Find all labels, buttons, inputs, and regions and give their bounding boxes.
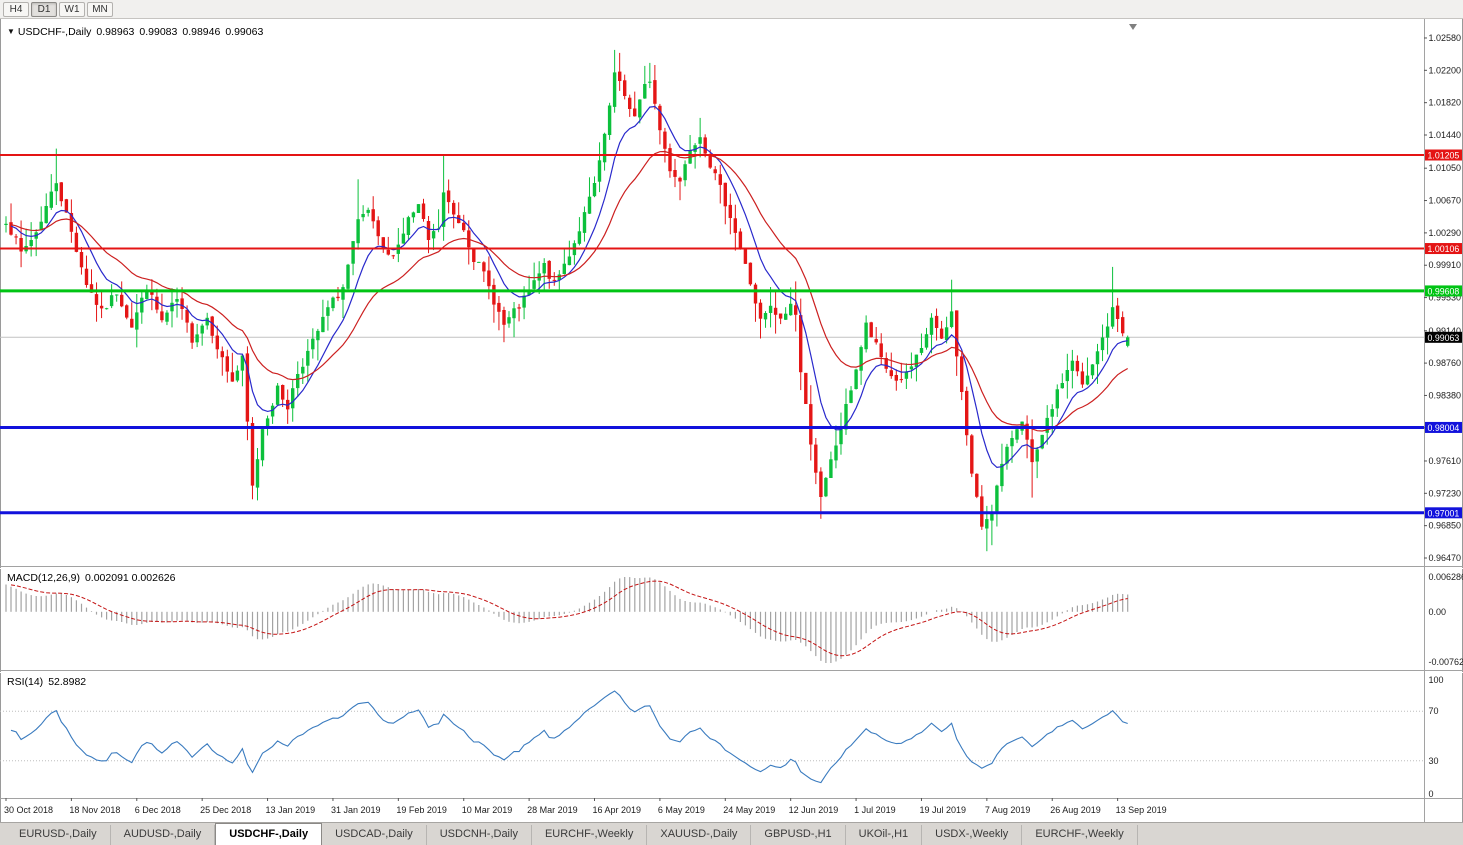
- timeframe-button-h4[interactable]: H4: [3, 1, 29, 17]
- svg-text:13 Sep 2019: 13 Sep 2019: [1116, 805, 1167, 815]
- chart-tab-usdchf-daily[interactable]: USDCHF-,Daily: [215, 823, 323, 845]
- svg-text:1.01440: 1.01440: [1429, 130, 1462, 140]
- svg-text:0.99063: 0.99063: [1428, 333, 1460, 343]
- svg-text:70: 70: [1429, 706, 1439, 716]
- svg-text:-0.00762: -0.00762: [1429, 657, 1463, 667]
- svg-text:30: 30: [1429, 756, 1439, 766]
- svg-text:1.00106: 1.00106: [1428, 244, 1460, 254]
- svg-text:6 Dec 2018: 6 Dec 2018: [135, 805, 181, 815]
- svg-text:1.02200: 1.02200: [1429, 65, 1462, 75]
- candlesticks: [4, 49, 1130, 552]
- moving-averages: [10, 105, 1129, 469]
- chart-tab-usdcad-daily[interactable]: USDCAD-,Daily: [322, 825, 427, 845]
- chart-tab-usdx-weekly[interactable]: USDX-,Weekly: [922, 825, 1023, 845]
- svg-text:0.00: 0.00: [1429, 607, 1447, 617]
- svg-text:6 May 2019: 6 May 2019: [658, 805, 705, 815]
- svg-text:19 Feb 2019: 19 Feb 2019: [396, 805, 447, 815]
- svg-text:0.99910: 0.99910: [1429, 260, 1462, 270]
- svg-text:18 Nov 2018: 18 Nov 2018: [69, 805, 120, 815]
- chart-tab-eurchf-weekly[interactable]: EURCHF-,Weekly: [532, 825, 648, 845]
- svg-text:13 Jan 2019: 13 Jan 2019: [266, 805, 316, 815]
- chart-tab-usdcnh-daily[interactable]: USDCNH-,Daily: [427, 825, 532, 845]
- time-axis[interactable]: 30 Oct 2018 18 Nov 2018 6 Dec 2018 25 Dec 2…: [4, 798, 1167, 815]
- chart-tab-gbpusd-h1[interactable]: GBPUSD-,H1: [751, 825, 846, 845]
- macd-panel: [5, 577, 1129, 663]
- chart-tab-audusd-daily[interactable]: AUDUSD-,Daily: [111, 825, 216, 845]
- svg-text:0.006286: 0.006286: [1429, 572, 1463, 582]
- timeframe-button-w1[interactable]: W1: [59, 1, 85, 17]
- svg-text:0.97610: 0.97610: [1429, 456, 1462, 466]
- svg-text:0.96470: 0.96470: [1429, 553, 1462, 563]
- svg-text:100: 100: [1429, 675, 1444, 685]
- svg-text:1.01205: 1.01205: [1428, 151, 1460, 161]
- svg-text:0.98760: 0.98760: [1429, 358, 1462, 368]
- chart-tab-xauusd-daily[interactable]: XAUUSD-,Daily: [647, 825, 752, 845]
- svg-text:1.01050: 1.01050: [1429, 163, 1462, 173]
- svg-text:30 Oct 2018: 30 Oct 2018: [4, 805, 53, 815]
- svg-text:0.97230: 0.97230: [1429, 488, 1462, 498]
- svg-text:31 Jan 2019: 31 Jan 2019: [331, 805, 381, 815]
- chart-tab-eurusd-daily[interactable]: EURUSD-,Daily: [6, 825, 111, 845]
- svg-text:1.01820: 1.01820: [1429, 98, 1462, 108]
- rsi-panel: [0, 690, 1424, 784]
- horizontal-lines[interactable]: [0, 154, 1424, 515]
- svg-text:24 May 2019: 24 May 2019: [723, 805, 775, 815]
- timeframe-toolbar: H4 D1 W1 MN: [0, 0, 1463, 19]
- svg-text:19 Jul 2019: 19 Jul 2019: [919, 805, 966, 815]
- svg-text:0.96850: 0.96850: [1429, 521, 1462, 531]
- chart-tab-eurchf-weekly[interactable]: EURCHF-,Weekly: [1022, 825, 1138, 845]
- svg-text:0.98380: 0.98380: [1429, 390, 1462, 400]
- timeframe-button-d1[interactable]: D1: [31, 1, 57, 17]
- svg-text:0.99608: 0.99608: [1428, 286, 1460, 296]
- svg-text:7 Aug 2019: 7 Aug 2019: [985, 805, 1031, 815]
- svg-text:1.02580: 1.02580: [1429, 33, 1462, 43]
- svg-text:0.99530: 0.99530: [1429, 293, 1462, 303]
- chart-region[interactable]: 1.02580 1.02200 1.01820 1.01440 1.01050 1.006…: [0, 19, 1463, 822]
- panel-frames: [0, 19, 1463, 822]
- svg-text:0.98004: 0.98004: [1428, 423, 1460, 433]
- svg-text:28 Mar 2019: 28 Mar 2019: [527, 805, 578, 815]
- chart-canvas[interactable]: 1.02580 1.02200 1.01820 1.01440 1.01050 1.006…: [0, 19, 1463, 822]
- svg-text:26 Aug 2019: 26 Aug 2019: [1050, 805, 1101, 815]
- svg-text:25 Dec 2018: 25 Dec 2018: [200, 805, 251, 815]
- chart-shift-marker[interactable]: [1129, 24, 1137, 30]
- svg-text:1.00290: 1.00290: [1429, 228, 1462, 238]
- svg-text:10 Mar 2019: 10 Mar 2019: [462, 805, 513, 815]
- svg-text:0: 0: [1429, 789, 1434, 799]
- svg-text:1.00670: 1.00670: [1429, 196, 1462, 206]
- timeframe-button-mn[interactable]: MN: [87, 1, 113, 17]
- svg-text:1 Jul 2019: 1 Jul 2019: [854, 805, 896, 815]
- svg-text:0.99140: 0.99140: [1429, 326, 1462, 336]
- svg-text:0.97001: 0.97001: [1428, 508, 1460, 518]
- svg-text:12 Jun 2019: 12 Jun 2019: [789, 805, 839, 815]
- chart-tab-ukoil-h1[interactable]: UKOil-,H1: [846, 825, 923, 845]
- price-axis[interactable]: 1.02580 1.02200 1.01820 1.01440 1.01050 1.006…: [1424, 33, 1463, 799]
- chart-tabs-bar: EURUSD-,Daily AUDUSD-,Daily USDCHF-,Daily U…: [0, 822, 1463, 845]
- svg-text:16 Apr 2019: 16 Apr 2019: [593, 805, 642, 815]
